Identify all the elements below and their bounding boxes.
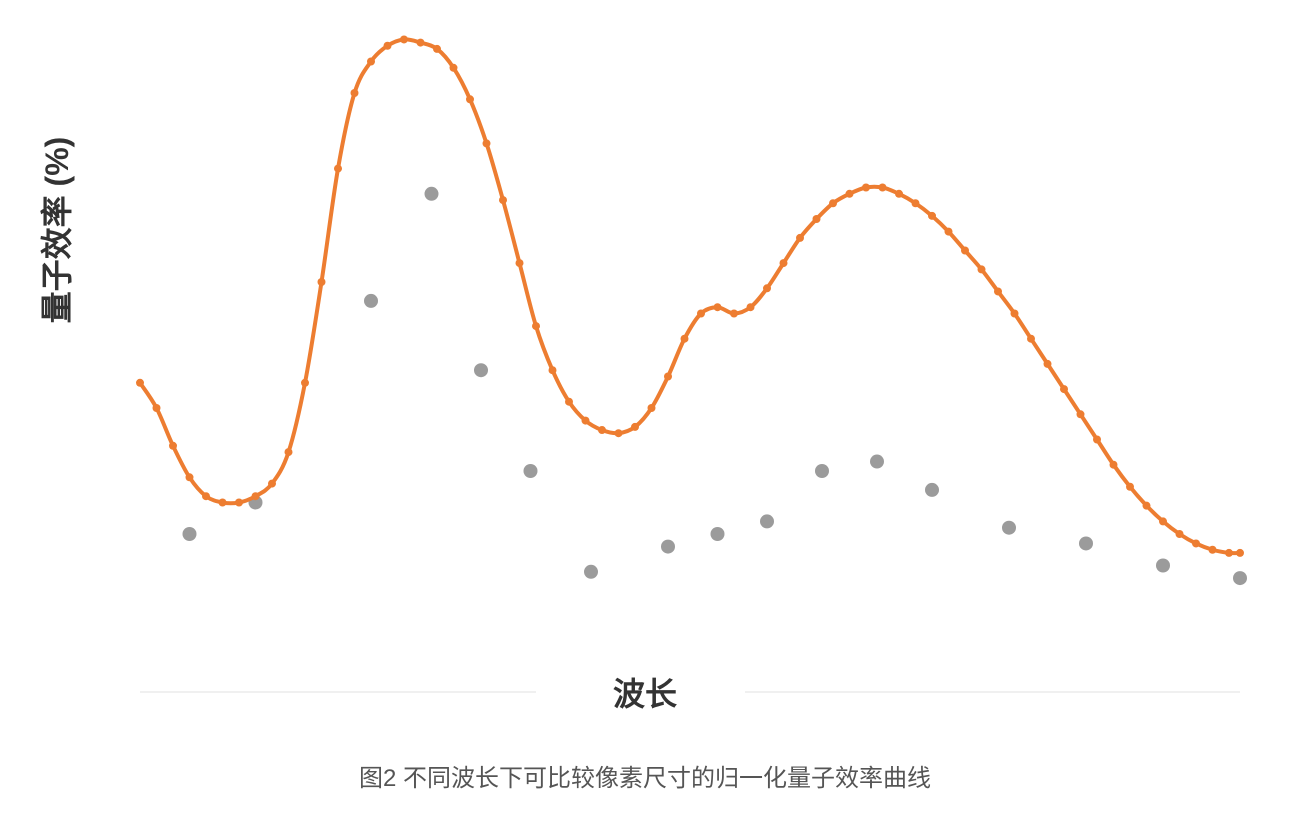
scatter-point xyxy=(870,455,884,469)
line-marker xyxy=(961,247,969,255)
line-marker xyxy=(681,335,689,343)
chart-plot-area xyxy=(130,20,1250,700)
scatter-point xyxy=(925,483,939,497)
line-marker xyxy=(318,278,326,286)
line-marker xyxy=(631,423,639,431)
line-marker xyxy=(1126,483,1134,491)
scatter-point xyxy=(524,464,538,478)
line-marker xyxy=(730,310,738,318)
line-marker xyxy=(1236,549,1244,557)
line-marker xyxy=(1225,549,1233,557)
line-marker xyxy=(598,426,606,434)
line-marker xyxy=(994,287,1002,295)
line-marker xyxy=(367,58,375,66)
line-marker xyxy=(879,184,887,192)
line-marker xyxy=(1060,385,1068,393)
line-marker xyxy=(466,95,474,103)
line-marker xyxy=(136,379,144,387)
line-marker xyxy=(780,259,788,267)
line-marker xyxy=(664,373,672,381)
x-axis-label: 波长 xyxy=(613,669,677,715)
chart-svg xyxy=(130,20,1250,700)
line-marker xyxy=(202,492,210,500)
line-marker xyxy=(433,45,441,53)
line-marker xyxy=(1176,530,1184,538)
line-marker xyxy=(417,39,425,47)
line-marker xyxy=(252,492,260,500)
line-marker xyxy=(895,190,903,198)
line-marker xyxy=(351,89,359,97)
line-marker xyxy=(483,139,491,147)
line-marker xyxy=(1209,546,1217,554)
scatter-point xyxy=(364,294,378,308)
line-marker xyxy=(1159,517,1167,525)
line-marker xyxy=(862,184,870,192)
line-marker xyxy=(1192,539,1200,547)
line-marker xyxy=(747,303,755,311)
line-marker xyxy=(1110,461,1118,469)
line-marker xyxy=(384,42,392,50)
line-marker xyxy=(582,417,590,425)
line-series xyxy=(140,39,1240,553)
line-marker xyxy=(912,199,920,207)
line-marker xyxy=(1044,360,1052,368)
line-marker xyxy=(697,310,705,318)
scatter-point xyxy=(711,527,725,541)
line-marker xyxy=(796,234,804,242)
line-marker xyxy=(285,448,293,456)
scatter-point xyxy=(815,464,829,478)
chart-figure: 量子效率 (%) 波长 图2 不同波长下可比较像素尺寸的归一化量子效率曲线 xyxy=(0,0,1290,825)
line-marker xyxy=(978,265,986,273)
line-marker xyxy=(516,259,524,267)
line-marker xyxy=(1093,436,1101,444)
scatter-point xyxy=(474,363,488,377)
line-marker xyxy=(301,379,309,387)
line-marker xyxy=(450,64,458,72)
line-marker xyxy=(846,190,854,198)
scatter-point xyxy=(1079,536,1093,550)
line-marker xyxy=(1011,310,1019,318)
scatter-point xyxy=(1002,521,1016,535)
line-marker xyxy=(648,404,656,412)
line-marker xyxy=(153,404,161,412)
scatter-point xyxy=(760,514,774,528)
line-marker xyxy=(400,35,408,43)
line-marker xyxy=(615,429,623,437)
line-marker xyxy=(219,499,227,507)
line-marker xyxy=(928,212,936,220)
line-marker xyxy=(829,199,837,207)
line-marker xyxy=(565,398,573,406)
line-marker xyxy=(813,215,821,223)
line-marker xyxy=(334,165,342,173)
figure-caption: 图2 不同波长下可比较像素尺寸的归一化量子效率曲线 xyxy=(359,758,931,793)
line-marker xyxy=(499,196,507,204)
scatter-point xyxy=(661,540,675,554)
line-marker xyxy=(235,499,243,507)
line-marker xyxy=(169,442,177,450)
line-marker xyxy=(945,228,953,236)
line-marker xyxy=(1143,502,1151,510)
scatter-point xyxy=(183,527,197,541)
y-axis-label: 量子效率 (%) xyxy=(32,137,78,324)
scatter-point xyxy=(425,187,439,201)
line-marker xyxy=(186,473,194,481)
scatter-point xyxy=(584,565,598,579)
scatter-point xyxy=(1156,559,1170,573)
line-marker xyxy=(532,322,540,330)
scatter-point xyxy=(1233,571,1247,585)
line-marker xyxy=(268,480,276,488)
line-marker xyxy=(1077,410,1085,418)
line-marker xyxy=(1027,335,1035,343)
line-marker xyxy=(763,284,771,292)
line-marker xyxy=(549,366,557,374)
line-marker xyxy=(714,303,722,311)
